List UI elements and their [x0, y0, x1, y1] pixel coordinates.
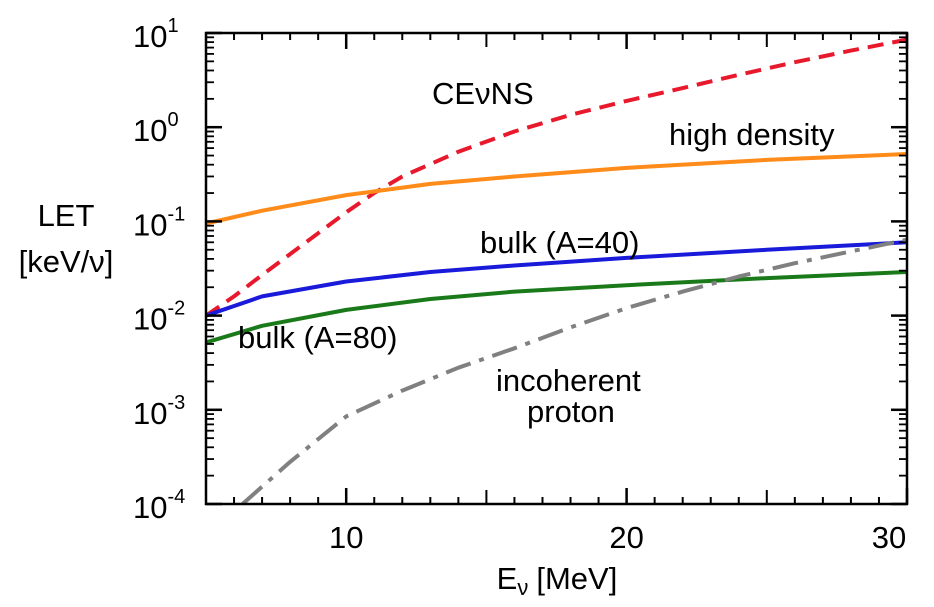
x-axis-label-subscript: ν [517, 575, 528, 600]
annotation-incoherent: incoherent [496, 363, 641, 398]
x-tick-label: 10 [329, 520, 363, 555]
plot-frame [204, 31, 909, 506]
series-line-incoherent-proton [241, 237, 908, 506]
annotation-bulk-a80: bulk (A=80) [238, 320, 397, 355]
x-axis-label-symbol: E [497, 561, 518, 596]
annotation-bulk-a40: bulk (A=40) [480, 225, 639, 260]
x-axis-label: Eν [MeV] [497, 561, 618, 600]
tick-layer: 10 20 30 10-4 10-3 10-2 10-1 100 101 [133, 15, 909, 555]
series-line-ce-ns [204, 37, 908, 318]
annotation-proton: proton [527, 394, 615, 429]
series-line-bulk-a-40 [205, 240, 908, 318]
x-tick-label: 30 [872, 520, 906, 555]
series-line-bulk-a-80 [205, 270, 908, 345]
y-tick-label: 10-4 [133, 486, 185, 525]
y-tick-label: 10-1 [133, 203, 185, 242]
y-tick-label: 100 [133, 109, 179, 148]
y-tick-label: 10-2 [133, 298, 185, 337]
annotation-cevns: CEνNS [432, 76, 534, 111]
y-tick-label: 10-3 [133, 392, 185, 431]
annotation-high-density: high density [669, 117, 835, 152]
y-axis-label-line2: [keV/ν] [19, 244, 114, 279]
y-tick-label: 101 [133, 15, 179, 54]
x-axis-label-unit: [MeV] [536, 561, 617, 596]
x-tick-label: 20 [609, 520, 643, 555]
series-layer [204, 37, 908, 506]
y-axis-label-line1: LET [38, 198, 95, 233]
series-line-high-density [205, 152, 908, 226]
